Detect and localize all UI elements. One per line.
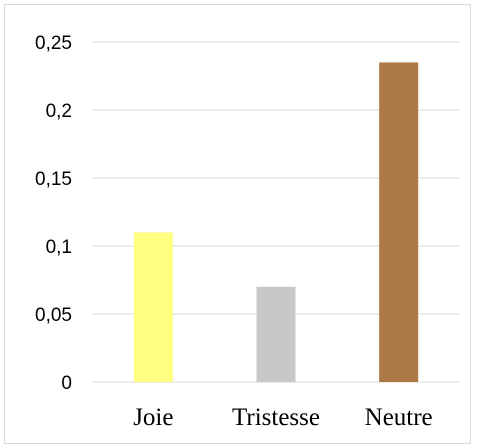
y-tick-label: 0,25 [35, 33, 72, 54]
y-tick-label: 0,2 [46, 101, 72, 122]
bar-joie [133, 232, 173, 382]
category-label-joie: Joie [133, 404, 173, 431]
bar-neutre [379, 62, 419, 383]
bars [133, 62, 419, 383]
x-axis-category-labels: Joie Tristesse Neutre [133, 404, 432, 431]
y-tick-label: 0,15 [35, 169, 72, 190]
bar-tristesse [256, 286, 296, 382]
y-tick-label: 0,1 [46, 237, 72, 258]
category-label-tristesse: Tristesse [232, 404, 320, 431]
y-tick-label: 0 [61, 373, 72, 394]
y-axis-tick-labels: 0 0,05 0,1 0,15 0,2 0,25 [35, 33, 72, 394]
category-label-neutre: Neutre [365, 404, 433, 431]
y-tick-label: 0,05 [35, 305, 72, 326]
